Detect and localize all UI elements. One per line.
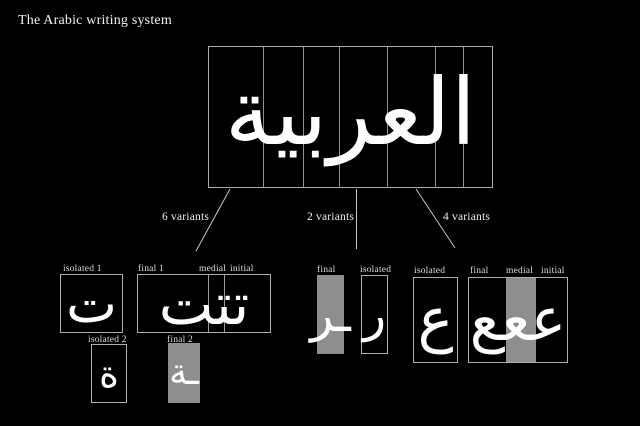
teh-isolated-glyph: ت: [66, 271, 117, 335]
teh-isolated2-label: isolated 2: [88, 335, 127, 345]
ain-initial-label: initial: [541, 266, 565, 276]
teh-marbuta-isolated-glyph: ة: [99, 351, 119, 396]
letter-column-divider: [435, 47, 436, 187]
teh-marbuta-final-glyph: ـة: [169, 352, 199, 393]
branch-label-4-variants: 4 variants: [443, 211, 491, 223]
form-divider: [224, 275, 225, 332]
ain-isolated-label: isolated: [414, 266, 446, 276]
ain-connected-box: ععع: [468, 277, 568, 363]
letter-column-divider: [263, 47, 264, 187]
teh-medial-label: medial: [199, 264, 227, 274]
reh-final-label: final: [317, 265, 336, 275]
teh-final2-label: final 2: [167, 335, 193, 345]
teh-marbuta-final-box: ـة: [168, 343, 200, 403]
teh-final1-label: final 1: [138, 264, 164, 274]
ain-connected-glyphs: ععع: [469, 285, 567, 355]
ain-isolated-box: ع: [413, 277, 458, 363]
teh-connected-box: تتت: [137, 274, 271, 333]
teh-connected-glyphs: تتت: [158, 269, 250, 338]
branch-connector-right: [415, 188, 456, 249]
teh-marbuta-isolated-box: ة: [91, 344, 127, 403]
reh-isolated-box: ر: [361, 275, 388, 354]
ain-medial-label: medial: [506, 266, 534, 276]
teh-isolated-box: ت: [60, 274, 123, 333]
letter-column-divider: [303, 47, 304, 187]
branch-label-6-variants: 6 variants: [162, 211, 210, 223]
main-arabic-word: العربية: [224, 59, 477, 166]
main-word-box: العربية: [208, 46, 493, 188]
page-title: The Arabic writing system: [18, 13, 172, 28]
teh-isolated1-label: isolated 1: [63, 264, 102, 274]
teh-initial-label: initial: [230, 264, 254, 274]
reh-final-box: ـر: [310, 275, 351, 354]
letter-column-divider: [339, 47, 340, 187]
letter-column-divider: [463, 47, 464, 187]
ain-final-label: final: [470, 266, 489, 276]
reh-final-glyph: ـر: [310, 286, 351, 343]
ain-isolated-glyph: ع: [417, 285, 454, 355]
reh-isolated-glyph: ر: [362, 286, 387, 343]
medial-highlight-band: [506, 278, 536, 362]
branch-label-2-variants: 2 variants: [307, 211, 355, 223]
reh-isolated-label: isolated: [360, 265, 392, 275]
branch-connector-left: [195, 188, 231, 252]
letter-column-divider: [387, 47, 388, 187]
form-divider: [208, 275, 209, 332]
